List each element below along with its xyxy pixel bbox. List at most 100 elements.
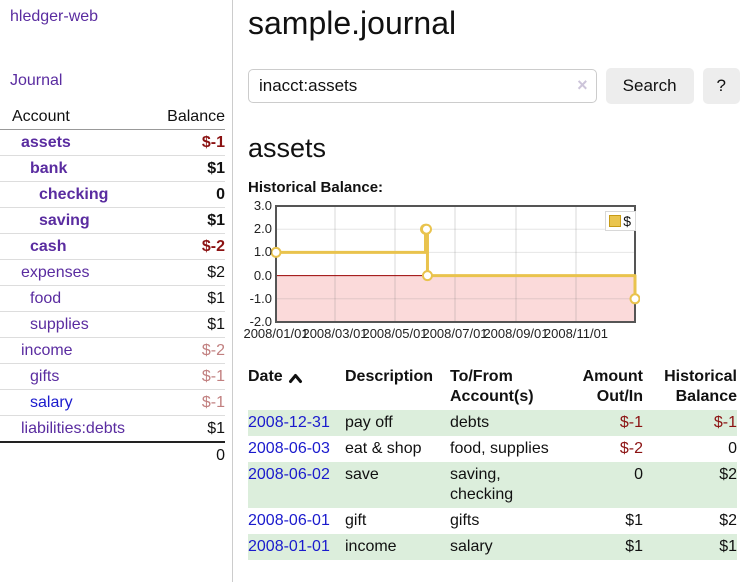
historical-balance-chart: $ 3.0 2.0 1.0 0.0 -1.0 -2.0 2008/01/01 2008/03/… [243,198,640,346]
account-link-saving[interactable]: saving [39,212,90,229]
page-title: sample.journal [248,5,457,41]
account-heading: assets [248,133,327,163]
transaction-amount: $1 [625,512,643,529]
account-row: expenses $2 [0,259,225,286]
account-link-income[interactable]: income [21,342,73,359]
account-row: income $-2 [0,337,225,364]
y-axis-tick-label: 3.0 [253,198,272,213]
account-row: cash $-2 [0,233,225,260]
account-balance: $1 [153,285,225,312]
sidebar: hledger-web Journal Account Balance asse… [0,0,233,582]
account-balance: 0 [153,181,225,208]
account-balance: $-2 [153,337,225,364]
app-title-link[interactable]: hledger-web [10,8,99,25]
search-form: × Search ? [248,68,740,104]
account-row: food $1 [0,285,225,312]
transaction-row: 2008-06-01 gift gifts $1 $2 [248,508,737,534]
account-link-bank[interactable]: bank [30,160,68,177]
account-link-expenses[interactable]: expenses [21,264,90,281]
transaction-balance: $2 [719,466,737,483]
amount-column-header: Amount Out/In [582,368,643,405]
x-axis-tick-label: 2008/03/01 [302,326,368,341]
accounts-total-row: 0 [0,441,225,468]
accounts-column-header: To/From Account(s) [450,368,534,405]
clear-search-icon[interactable]: × [577,75,588,95]
account-row: bank $1 [0,155,225,182]
account-balance: $-1 [153,363,225,390]
sort-ascending-icon [288,374,302,383]
account-balance: $1 [153,311,225,338]
account-link-salary[interactable]: salary [30,394,73,411]
transaction-amount: $1 [625,538,643,555]
transaction-accounts: saving, checking [450,466,514,503]
account-row: assets $-1 [0,129,225,156]
account-balance: $1 [153,155,225,182]
account-link-checking[interactable]: checking [39,186,109,203]
search-input[interactable] [248,69,597,103]
transaction-date-link[interactable]: 2008-12-31 [248,414,330,431]
y-axis-tick-label: 2.0 [253,221,272,237]
transaction-balance: $1 [719,538,737,555]
x-axis-tick-label: 2008/01/01 [243,326,309,341]
y-axis-tick-label: -1.0 [249,290,272,306]
series-swatch-icon [609,215,622,227]
accounts-column-header: Account [0,105,154,130]
transaction-row: 2008-01-01 income salary $1 $1 [248,534,737,560]
account-balance: $2 [153,259,225,286]
date-column-header[interactable]: Date [248,364,345,410]
transaction-date-link[interactable]: 2008-01-01 [248,538,330,555]
transaction-date-link[interactable]: 2008-06-03 [248,440,330,457]
y-axis-tick-label: 1.0 [253,244,272,260]
account-link-cash[interactable]: cash [30,238,67,255]
chart-plot-area [270,205,640,323]
transaction-row: 2008-06-02 save saving, checking 0 $2 [248,462,737,508]
transaction-accounts: gifts [450,512,480,529]
account-row: saving $1 [0,207,225,234]
accounts-header-row: Account Balance [0,105,225,130]
transaction-balance: 0 [728,440,737,457]
account-row: checking 0 [0,181,225,208]
accounts-table: Account Balance assets $-1 bank $1 check… [0,105,225,468]
transaction-date-link[interactable]: 2008-06-02 [248,466,330,483]
transaction-row: 2008-06-03 eat & shop food, supplies $-2… [248,436,737,462]
account-row: supplies $1 [0,311,225,338]
account-link-food[interactable]: food [30,290,62,307]
sidebar-item-journal[interactable]: Journal [10,72,63,89]
account-balance: $-1 [153,129,225,156]
transaction-description: gift [345,512,367,529]
account-balance: $1 [153,207,225,234]
x-axis-tick-label: 2008/05/01 [362,326,428,341]
y-axis-tick-label: 0.0 [253,267,272,283]
transaction-accounts: food, supplies [450,440,549,457]
x-axis-tick-label: 2008/11/01 [543,326,609,341]
account-balance: $-1 [153,389,225,416]
help-button[interactable]: ? [702,68,740,104]
main-content: sample.journal × Search ? assets Histori… [243,0,740,560]
account-link-liabilities-debts[interactable]: liabilities:debts [21,420,126,437]
account-row: gifts $-1 [0,363,225,390]
account-link-supplies[interactable]: supplies [30,316,89,333]
chart-title: Historical Balance: [248,179,384,196]
transaction-description: pay off [345,414,393,431]
account-row: salary $-1 [0,389,225,416]
transaction-amount: $-2 [619,440,643,457]
account-balance: $1 [153,415,225,443]
x-axis-tick-label: 2008/07/01 [422,326,488,341]
transaction-description: income [345,538,397,555]
account-row: liabilities:debts $1 [0,415,225,443]
register-table: Date Description To/From Account(s) Amou… [248,364,737,560]
transaction-amount: $-1 [619,414,643,431]
account-link-assets[interactable]: assets [21,134,71,151]
account-link-gifts[interactable]: gifts [30,368,60,385]
chart-legend: $ [605,211,636,231]
transaction-amount: 0 [634,466,643,483]
register-header-row: Date Description To/From Account(s) Amou… [248,364,737,410]
transaction-row: 2008-12-31 pay off debts $-1 $-1 [248,410,737,436]
transaction-accounts: salary [450,538,493,555]
series-label: $ [623,213,631,229]
description-column-header: Description [345,368,434,385]
transaction-balance: $2 [719,512,737,529]
search-button[interactable]: Search [605,68,694,104]
transaction-accounts: debts [450,414,490,431]
transaction-date-link[interactable]: 2008-06-01 [248,512,330,529]
